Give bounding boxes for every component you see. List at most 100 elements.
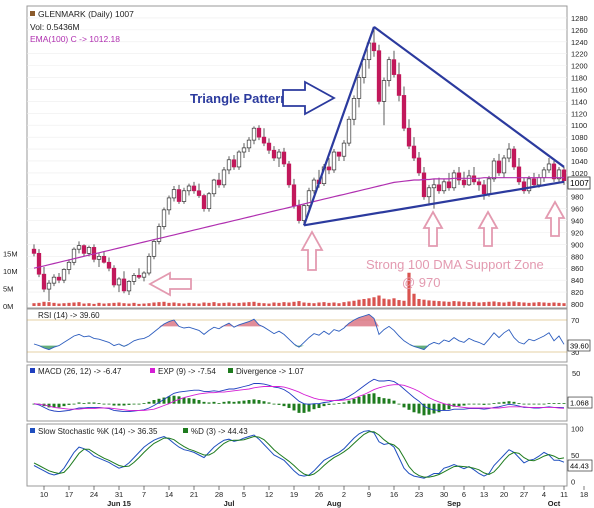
volume-bar	[62, 303, 66, 306]
x-day-label: 13	[480, 490, 488, 499]
divergence-legend-text: Divergence -> 1.07	[236, 367, 304, 376]
candle-body	[546, 163, 552, 171]
candle-body	[126, 281, 132, 292]
triangle-right-line	[373, 26, 565, 168]
volume-bar	[302, 302, 306, 306]
divergence-bar	[377, 396, 381, 404]
volume-bar	[442, 301, 446, 306]
volume-bar	[272, 302, 276, 306]
rsi-tick-label: 70	[571, 316, 579, 325]
divergence-bar	[252, 399, 256, 404]
candle-body	[236, 151, 242, 168]
volume-bar	[512, 301, 516, 306]
x-day-label: 16	[390, 490, 398, 499]
divergence-bar	[482, 403, 486, 405]
divergence-bar	[402, 403, 406, 408]
volume-bar	[67, 302, 71, 306]
divergence-bar	[352, 398, 356, 404]
divergence-bar	[52, 403, 56, 408]
rsi-overbought-fill	[259, 324, 264, 327]
candle-body	[396, 74, 402, 96]
candle-body	[536, 177, 542, 186]
divergence-bar	[97, 403, 101, 404]
price-tick-label: 900	[571, 240, 584, 249]
price-header: GLENMARK (Daily) 1007 Vol: 0.5436M EMA(1…	[30, 9, 134, 44]
price-tick-label: 840	[571, 276, 584, 285]
candle-body	[356, 77, 362, 99]
candle-body	[226, 159, 232, 171]
candle-body	[521, 181, 527, 192]
x-day-label: 27	[520, 490, 528, 499]
volume-bar	[147, 303, 151, 306]
volume-bar	[282, 302, 286, 306]
price-tick-label: 1140	[571, 97, 587, 106]
divergence-bar	[342, 402, 346, 404]
candle-body	[186, 185, 192, 192]
left-arrow	[148, 271, 192, 297]
stoch-last-box	[567, 459, 593, 472]
volume-bar	[227, 302, 231, 306]
x-day-label: 20	[500, 490, 508, 499]
volume-bar	[292, 301, 296, 306]
divergence-bar	[257, 400, 261, 404]
candle-body	[201, 195, 207, 210]
volume-bar	[392, 298, 396, 306]
divergence-bar	[127, 403, 131, 405]
candle-body	[156, 226, 162, 242]
divergence-bar	[147, 401, 151, 404]
divergence-bar	[497, 402, 501, 404]
candle-body	[481, 184, 487, 195]
candle-body	[181, 190, 187, 202]
candle-body	[116, 278, 122, 286]
volume-bar	[352, 300, 356, 306]
stochastic-panel-frame	[26, 423, 568, 487]
rsi-overbought-fill	[244, 321, 249, 327]
macd-tick-label: 50	[572, 369, 580, 378]
divergence-bar	[282, 403, 286, 407]
volume-bar	[97, 302, 101, 306]
stoch-tick-label: 50	[571, 451, 579, 460]
volume-bar	[92, 303, 96, 306]
divergence-bar	[397, 403, 401, 405]
x-month-label: Jul	[224, 499, 235, 508]
rsi-overbought-fill	[344, 323, 349, 327]
volume-bar	[72, 302, 76, 306]
volume-bar	[207, 302, 211, 306]
divergence-bar	[417, 403, 421, 414]
macd-legend-text: MACD (26, 12) -> -6.47	[38, 367, 122, 376]
candle-body	[461, 179, 467, 186]
divergence-bar	[337, 403, 341, 404]
volume-bar	[132, 302, 136, 306]
volume-bar	[222, 302, 226, 306]
volume-bar	[167, 302, 171, 306]
volume-bar	[467, 302, 471, 306]
divergence-bar	[287, 403, 291, 408]
candle-body	[151, 241, 157, 257]
signal-line	[33, 384, 565, 411]
price-tick-label: 940	[571, 217, 584, 226]
volume-bar	[507, 301, 511, 306]
volume-bar	[497, 302, 501, 306]
x-day-label: 10	[40, 490, 48, 499]
volume-bar	[242, 302, 246, 306]
volume-bar	[287, 302, 291, 306]
volume-bar	[192, 303, 196, 306]
candle-body	[336, 151, 342, 157]
rsi-last-box	[567, 339, 591, 352]
divergence-bar	[362, 395, 366, 404]
exp-legend-text: EXP (9) -> -7.54	[158, 367, 216, 376]
candle-body	[491, 160, 497, 180]
x-day-label: 26	[315, 490, 323, 499]
divergence-bar	[157, 398, 161, 404]
x-day-label: 19	[290, 490, 298, 499]
divergence-bar	[77, 402, 81, 404]
candle-body	[251, 127, 257, 141]
volume-tick-label: 0M	[3, 302, 13, 311]
candle-body	[146, 255, 152, 274]
candle-body	[176, 189, 182, 202]
triangle-upper-line	[302, 26, 376, 226]
stoch-d-legend-text: %D (3) -> 44.43	[191, 427, 248, 436]
divergence-bar	[502, 401, 506, 404]
divergence-bar	[297, 403, 301, 413]
divergence-bar	[227, 401, 231, 404]
